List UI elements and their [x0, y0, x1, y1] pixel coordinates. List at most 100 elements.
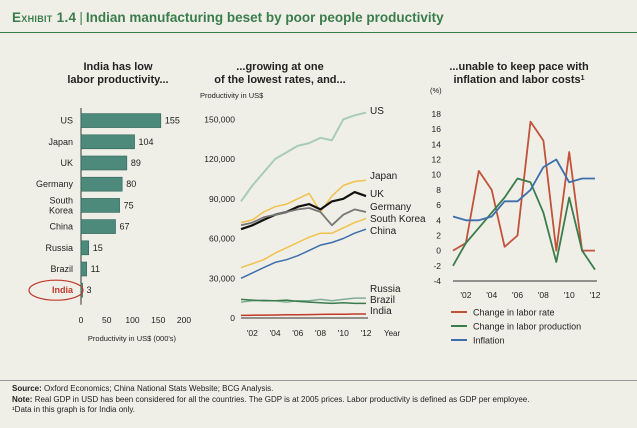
productivity-series-line	[240, 111, 367, 202]
bar-category-label: Brazil	[50, 264, 73, 274]
bar	[80, 176, 123, 192]
inflation-y-tick-label: -2	[433, 261, 441, 271]
inflation-x-tick-label: '04	[486, 290, 497, 300]
productivity-x-tick-label: '12	[360, 328, 371, 338]
exhibit-number: Exhibit 1.4	[12, 10, 77, 25]
productivity-y-tick-label: 120,000	[204, 154, 235, 164]
bar-x-axis-label: Productivity in US$ (000's)	[88, 334, 177, 343]
productivity-series-label: South Korea	[370, 214, 426, 225]
legend-entry: Change in labor rate	[473, 308, 555, 318]
inflation-y-tick-label: 2	[436, 230, 441, 240]
bar	[80, 155, 128, 171]
bar-chart-title-line: India has low	[83, 61, 153, 73]
productivity-series-label: Russia	[370, 284, 401, 295]
exhibit-title: Indian manufacturing beset by poor peopl…	[85, 10, 444, 25]
inflation-y-tick-label: 12	[432, 155, 442, 165]
inflation-series-line	[452, 120, 595, 252]
inflation-y-tick-label: 14	[432, 139, 442, 149]
productivity-x-tick-label: '04	[270, 328, 281, 338]
productivity-y-tick-label: 0	[230, 313, 235, 323]
productivity-series-line	[240, 179, 367, 224]
productivity-series-label: China	[370, 226, 397, 237]
bar-category-label: India	[52, 285, 74, 295]
productivity-series-label: Brazil	[370, 295, 395, 306]
productivity-y-tick-label: 150,000	[204, 114, 235, 124]
bar-category-label: Germany	[36, 179, 74, 189]
inflation-series-line	[452, 158, 595, 222]
header-rule	[0, 32, 637, 33]
productivity-x-tick-label: '02	[247, 328, 258, 338]
bar-value-label: 11	[91, 264, 100, 274]
inflation-series-line	[452, 177, 596, 271]
india-highlight-circle	[28, 279, 84, 301]
inflation-y-tick-label: 10	[432, 170, 442, 180]
inflation-y-tick-label: 8	[436, 185, 441, 195]
footnote-line: ¹Data in this graph is for India only.	[12, 405, 136, 414]
inflation-x-tick-label: '08	[538, 290, 549, 300]
productivity-series-line	[240, 207, 367, 227]
footer: Source: Oxford Economics; China National…	[12, 384, 632, 416]
inflation-y-tick-label: 0	[436, 246, 441, 256]
bar-category-label: UK	[60, 158, 73, 168]
productivity-x-tick-label: '06	[292, 328, 303, 338]
productivity-series-line	[240, 313, 366, 317]
bar-value-label: 67	[120, 222, 130, 232]
note-line: Note: Real GDP in USD has been considere…	[12, 394, 530, 404]
inflation-y-tick-label: 18	[432, 109, 442, 119]
bar-chart-title-line: labor productivity...	[67, 74, 168, 86]
bar-value-label: 104	[139, 137, 154, 147]
bar-value-label: 155	[165, 116, 180, 126]
bar-x-tick-label: 200	[177, 315, 191, 325]
bar-value-label: 15	[93, 243, 103, 253]
bar-category-label: US	[60, 116, 73, 126]
inflation-x-tick-label: '12	[589, 290, 600, 300]
bar-category-label: China	[49, 222, 73, 232]
bar-value-label: 3	[87, 285, 92, 295]
bar-x-tick-label: 150	[151, 315, 165, 325]
productivity-y-axis-label: Productivity in US$	[200, 91, 264, 100]
legend-entry: Change in labor production	[473, 322, 581, 332]
legend-entry: Inflation	[473, 336, 505, 346]
inflation-y-tick-label: 6	[436, 200, 441, 210]
bar	[80, 282, 83, 298]
inflation-x-tick-label: '10	[564, 290, 575, 300]
inflation-x-tick-label: '02	[460, 290, 471, 300]
productivity-series-label: Japan	[370, 171, 397, 182]
productivity-chart-title-line: of the lowest rates, and...	[214, 74, 345, 86]
inflation-y-tick-label: 16	[432, 124, 442, 134]
bar	[80, 261, 87, 277]
bar	[80, 240, 90, 256]
bar-category-label: Russia	[45, 243, 73, 253]
inflation-y-tick-label: -4	[433, 276, 441, 286]
productivity-series-label: UK	[370, 189, 384, 200]
productivity-series-line	[240, 298, 366, 305]
bar-category-label: Japan	[48, 137, 73, 147]
productivity-chart-title-line: ...growing at one	[236, 61, 323, 73]
bar-value-label: 89	[131, 158, 141, 168]
productivity-series-label: India	[370, 306, 392, 317]
inflation-y-tick-label: 4	[436, 215, 441, 225]
bar-x-tick-label: 100	[125, 315, 139, 325]
source-line: Source: Oxford Economics; China National…	[12, 384, 274, 393]
bar-value-label: 80	[126, 179, 136, 189]
bar-x-tick-label: 0	[79, 315, 84, 325]
bar	[80, 113, 162, 128]
productivity-series-line	[240, 191, 367, 231]
productivity-x-tick-label: '10	[338, 328, 349, 338]
footer-rule	[0, 380, 637, 381]
header-separator: |	[79, 10, 83, 25]
inflation-chart-title-line: inflation and labor costs1	[453, 74, 584, 86]
productivity-y-tick-label: 30,000	[209, 273, 235, 283]
bar	[80, 198, 120, 213]
bar-category-label: Korea	[49, 205, 73, 215]
bar-category-label: South	[49, 195, 73, 205]
bar	[80, 134, 135, 150]
productivity-y-tick-label: 60,000	[209, 234, 235, 244]
bar	[80, 219, 116, 234]
bar-x-tick-label: 50	[102, 315, 112, 325]
productivity-x-axis-label: Year	[384, 329, 401, 338]
productivity-y-tick-label: 90,000	[209, 194, 235, 204]
productivity-series-label: US	[370, 106, 384, 117]
productivity-series-line	[240, 228, 367, 279]
